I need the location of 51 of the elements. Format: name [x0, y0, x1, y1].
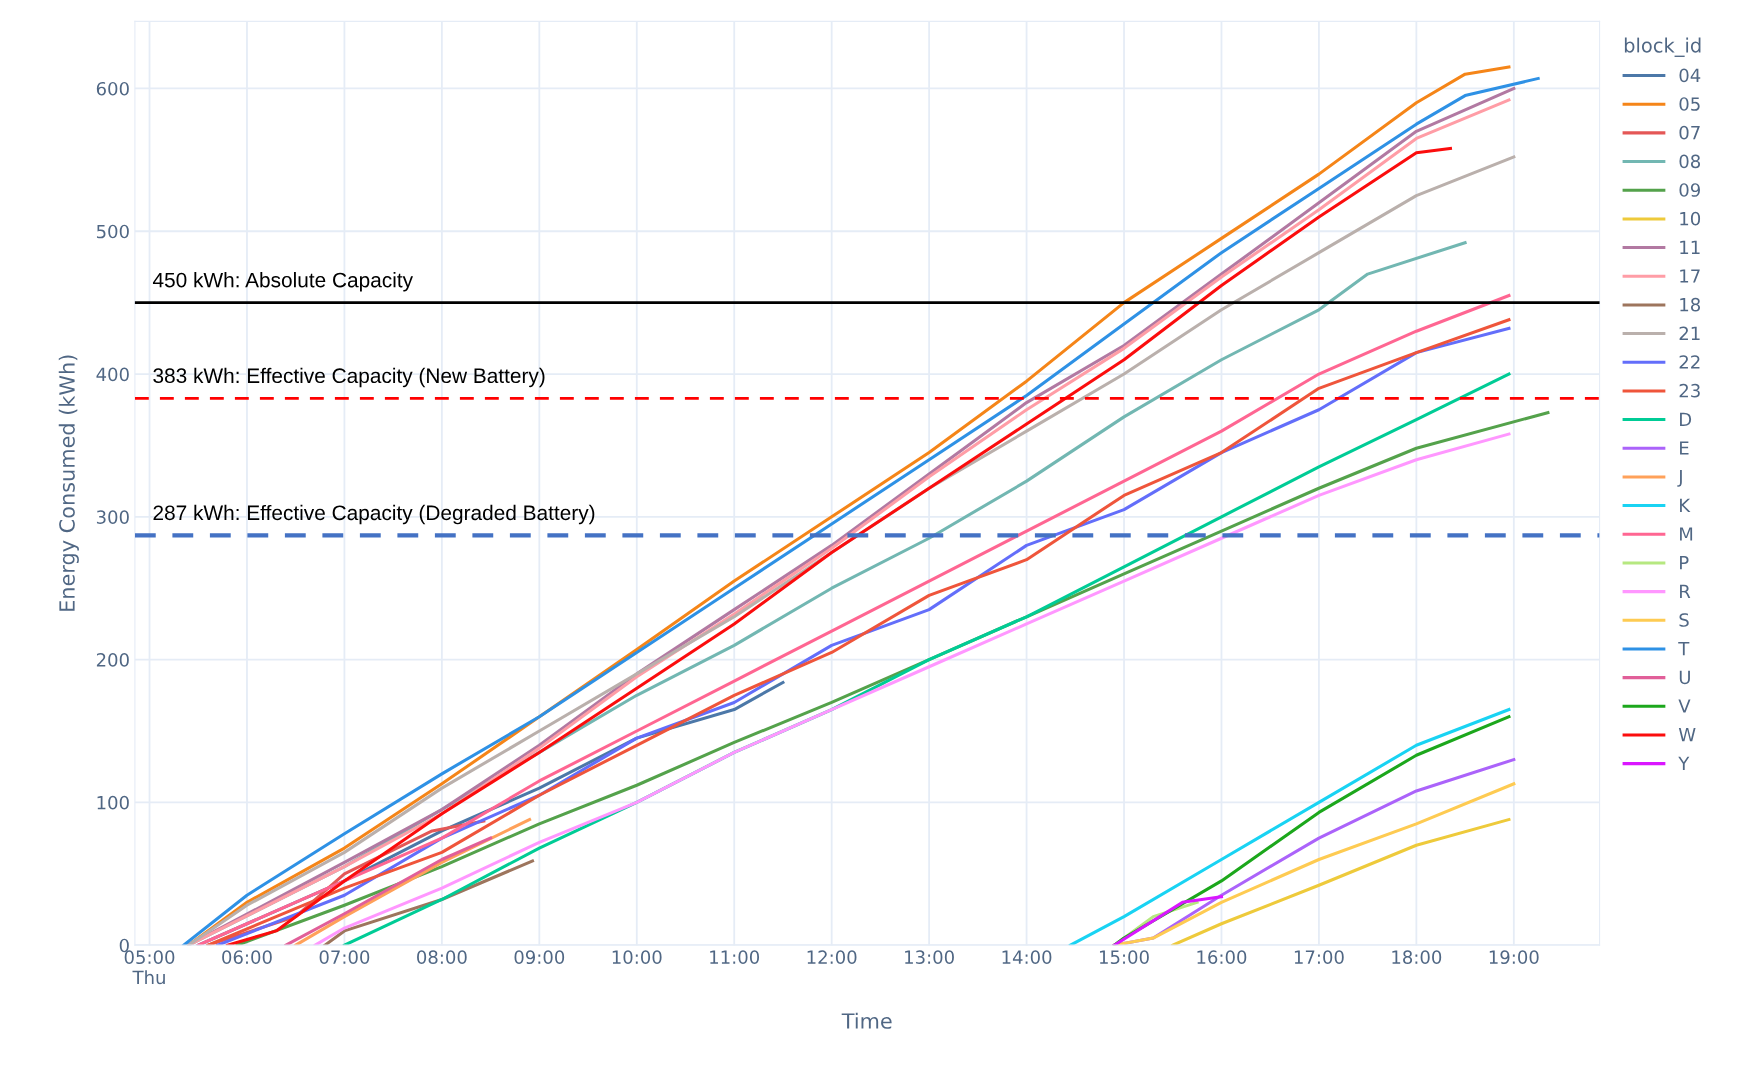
x-tick-label: 16:00 — [1197, 950, 1247, 965]
ref-line-label: 287 kWh: Effective Capacity (Degraded Battery) — [153, 504, 595, 525]
legend-label: M — [1680, 527, 1693, 541]
y-tick-label: 100 — [97, 795, 129, 810]
y-tick-label: 300 — [96, 510, 129, 524]
x-tick-label: 19:00 — [1489, 950, 1539, 965]
x-tick-label: 11:00 — [710, 950, 760, 965]
legend-label: T — [1678, 642, 1690, 656]
y-tick-label: 500 — [96, 224, 129, 239]
y-tick-label: 600 — [96, 81, 129, 96]
legend-label: 10 — [1680, 211, 1701, 226]
x-tick-label: 06:00 — [222, 950, 272, 965]
legend-label: 09 — [1679, 183, 1700, 197]
x-tick-label: 18:00 — [1392, 950, 1442, 965]
legend-label: 08 — [1679, 154, 1701, 169]
legend-label: P — [1680, 556, 1689, 570]
y-tick-label: 400 — [96, 367, 129, 382]
x-tick-label: 15:00 — [1099, 950, 1149, 965]
y-tick-label: 200 — [96, 653, 129, 667]
legend-label: S — [1679, 613, 1689, 627]
y-axis-title: Energy Consumed (kWh) — [58, 355, 79, 611]
legend-label: 11 — [1680, 240, 1700, 254]
legend-label: 17 — [1680, 269, 1700, 283]
legend-label: J — [1677, 470, 1682, 487]
legend-label: E — [1680, 441, 1689, 455]
x-axis-title: Time — [841, 1012, 892, 1029]
legend-label: U — [1679, 670, 1690, 685]
x-tick-label: 17:00 — [1294, 950, 1344, 965]
x-tick-label: 09:00 — [514, 950, 565, 965]
legend-label: W — [1678, 728, 1696, 742]
legend-label: D — [1680, 412, 1692, 426]
legend-label: 23 — [1679, 383, 1700, 398]
legend-label: 18 — [1680, 297, 1701, 312]
x-tick-label: 10:00 — [612, 950, 662, 965]
legend-label: V — [1678, 699, 1691, 713]
legend-label: 21 — [1679, 326, 1700, 340]
legend-label: 04 — [1679, 68, 1701, 83]
x-tick-label: 12:00 — [807, 950, 857, 965]
legend-label: Y — [1678, 756, 1690, 770]
legend-label: K — [1680, 498, 1691, 512]
legend-label: 05 — [1679, 97, 1700, 111]
legend-label: 22 — [1679, 355, 1700, 369]
ref-line-label: 450 kWh: Absolute Capacity — [152, 272, 413, 292]
legend-label: 07 — [1679, 125, 1700, 140]
legend-label: R — [1680, 584, 1691, 598]
x-tick-label: 07:00 — [319, 950, 370, 965]
legend-title: block_id — [1624, 37, 1701, 57]
x-tick-label: 14:00 — [1002, 950, 1052, 965]
ref-line-label: 383 kWh: Effective Capacity (New Battery) — [153, 367, 545, 388]
x-tick-label: 13:00 — [905, 950, 954, 965]
x-tick-label: 08:00 — [417, 950, 467, 965]
